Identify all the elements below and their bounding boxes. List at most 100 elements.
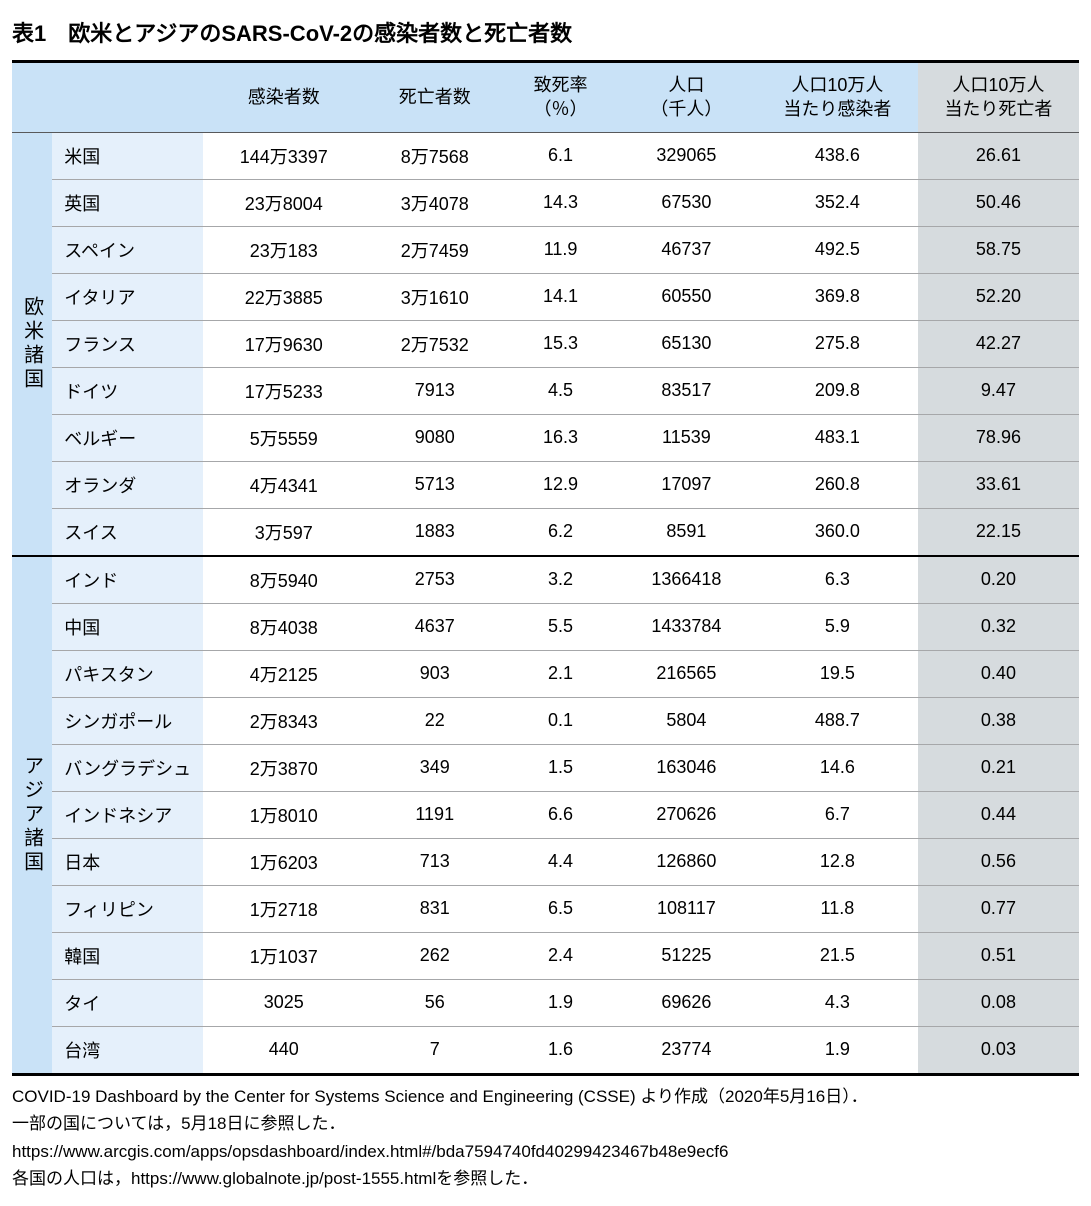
- col-header-inf-per-100k: 人口10万人当たり感染者: [757, 62, 918, 133]
- infections-cell: 1万2718: [203, 885, 364, 932]
- death-per-100k-cell: 52.20: [918, 273, 1079, 320]
- table-row: パキスタン4万21259032.121656519.50.40: [12, 650, 1079, 697]
- deaths-cell: 56: [364, 979, 505, 1026]
- infections-cell: 22万3885: [203, 273, 364, 320]
- table-title: 表1 欧米とアジアのSARS-CoV-2の感染者数と死亡者数: [12, 16, 1079, 48]
- table-row: 台湾44071.6237741.90.03: [12, 1026, 1079, 1074]
- deaths-cell: 831: [364, 885, 505, 932]
- cfr-cell: 14.1: [505, 273, 616, 320]
- country-cell: スペイン: [52, 226, 203, 273]
- population-cell: 1366418: [616, 556, 757, 604]
- group-label: 欧米諸国: [12, 132, 52, 556]
- inf-per-100k-cell: 11.8: [757, 885, 918, 932]
- table-row: 日本1万62037134.412686012.80.56: [12, 838, 1079, 885]
- death-per-100k-cell: 50.46: [918, 179, 1079, 226]
- table-row: 欧米諸国米国144万33978万75686.1329065438.626.61: [12, 132, 1079, 179]
- table-row: スペイン23万1832万745911.946737492.558.75: [12, 226, 1079, 273]
- cfr-cell: 6.1: [505, 132, 616, 179]
- country-cell: シンガポール: [52, 697, 203, 744]
- table-row: タイ3025561.9696264.30.08: [12, 979, 1079, 1026]
- death-per-100k-cell: 0.56: [918, 838, 1079, 885]
- country-cell: 英国: [52, 179, 203, 226]
- inf-per-100k-cell: 6.3: [757, 556, 918, 604]
- inf-per-100k-cell: 4.3: [757, 979, 918, 1026]
- infections-cell: 17万9630: [203, 320, 364, 367]
- cfr-cell: 5.5: [505, 603, 616, 650]
- deaths-cell: 903: [364, 650, 505, 697]
- inf-per-100k-cell: 209.8: [757, 367, 918, 414]
- death-per-100k-cell: 0.51: [918, 932, 1079, 979]
- country-cell: ドイツ: [52, 367, 203, 414]
- footnote-line: 一部の国については，5月18日に参照した．: [12, 1111, 1079, 1137]
- deaths-cell: 349: [364, 744, 505, 791]
- table-row: ベルギー5万5559908016.311539483.178.96: [12, 414, 1079, 461]
- cfr-cell: 1.6: [505, 1026, 616, 1074]
- population-cell: 83517: [616, 367, 757, 414]
- deaths-cell: 5713: [364, 461, 505, 508]
- cfr-cell: 14.3: [505, 179, 616, 226]
- deaths-cell: 3万1610: [364, 273, 505, 320]
- inf-per-100k-cell: 369.8: [757, 273, 918, 320]
- cfr-cell: 2.1: [505, 650, 616, 697]
- col-header-population: 人口（千人）: [616, 62, 757, 133]
- infections-cell: 23万183: [203, 226, 364, 273]
- population-cell: 5804: [616, 697, 757, 744]
- table-row: 中国8万403846375.514337845.90.32: [12, 603, 1079, 650]
- deaths-cell: 3万4078: [364, 179, 505, 226]
- country-cell: タイ: [52, 979, 203, 1026]
- country-cell: フィリピン: [52, 885, 203, 932]
- deaths-cell: 7913: [364, 367, 505, 414]
- cfr-cell: 12.9: [505, 461, 616, 508]
- population-cell: 163046: [616, 744, 757, 791]
- deaths-cell: 1191: [364, 791, 505, 838]
- country-cell: ベルギー: [52, 414, 203, 461]
- inf-per-100k-cell: 19.5: [757, 650, 918, 697]
- footnote-line: COVID-19 Dashboard by the Center for Sys…: [12, 1084, 1079, 1110]
- inf-per-100k-cell: 5.9: [757, 603, 918, 650]
- death-per-100k-cell: 0.32: [918, 603, 1079, 650]
- death-per-100k-cell: 0.38: [918, 697, 1079, 744]
- infections-cell: 8万4038: [203, 603, 364, 650]
- table-row: シンガポール2万8343220.15804488.70.38: [12, 697, 1079, 744]
- table-row: 英国23万80043万407814.367530352.450.46: [12, 179, 1079, 226]
- table-row: アジア諸国インド8万594027533.213664186.30.20: [12, 556, 1079, 604]
- cfr-cell: 15.3: [505, 320, 616, 367]
- col-header-group: [12, 62, 52, 133]
- death-per-100k-cell: 0.77: [918, 885, 1079, 932]
- table-row: フィリピン1万27188316.510811711.80.77: [12, 885, 1079, 932]
- infections-cell: 8万5940: [203, 556, 364, 604]
- group-label: アジア諸国: [12, 556, 52, 1075]
- population-cell: 65130: [616, 320, 757, 367]
- inf-per-100k-cell: 488.7: [757, 697, 918, 744]
- col-header-cfr: 致死率（％）: [505, 62, 616, 133]
- population-cell: 216565: [616, 650, 757, 697]
- death-per-100k-cell: 22.15: [918, 508, 1079, 556]
- cfr-cell: 6.2: [505, 508, 616, 556]
- cfr-cell: 3.2: [505, 556, 616, 604]
- death-per-100k-cell: 0.20: [918, 556, 1079, 604]
- inf-per-100k-cell: 14.6: [757, 744, 918, 791]
- deaths-cell: 2753: [364, 556, 505, 604]
- infections-cell: 2万8343: [203, 697, 364, 744]
- death-per-100k-cell: 0.08: [918, 979, 1079, 1026]
- country-cell: 台湾: [52, 1026, 203, 1074]
- inf-per-100k-cell: 438.6: [757, 132, 918, 179]
- cfr-cell: 4.4: [505, 838, 616, 885]
- population-cell: 17097: [616, 461, 757, 508]
- deaths-cell: 9080: [364, 414, 505, 461]
- inf-per-100k-cell: 12.8: [757, 838, 918, 885]
- country-cell: 韓国: [52, 932, 203, 979]
- infections-cell: 1万1037: [203, 932, 364, 979]
- table-row: イタリア22万38853万161014.160550369.852.20: [12, 273, 1079, 320]
- death-per-100k-cell: 26.61: [918, 132, 1079, 179]
- death-per-100k-cell: 0.40: [918, 650, 1079, 697]
- col-header-infections: 感染者数: [203, 62, 364, 133]
- infections-cell: 4万4341: [203, 461, 364, 508]
- cfr-cell: 11.9: [505, 226, 616, 273]
- inf-per-100k-cell: 360.0: [757, 508, 918, 556]
- deaths-cell: 262: [364, 932, 505, 979]
- death-per-100k-cell: 58.75: [918, 226, 1079, 273]
- table-row: スイス3万59718836.28591360.022.15: [12, 508, 1079, 556]
- population-cell: 23774: [616, 1026, 757, 1074]
- cfr-cell: 1.5: [505, 744, 616, 791]
